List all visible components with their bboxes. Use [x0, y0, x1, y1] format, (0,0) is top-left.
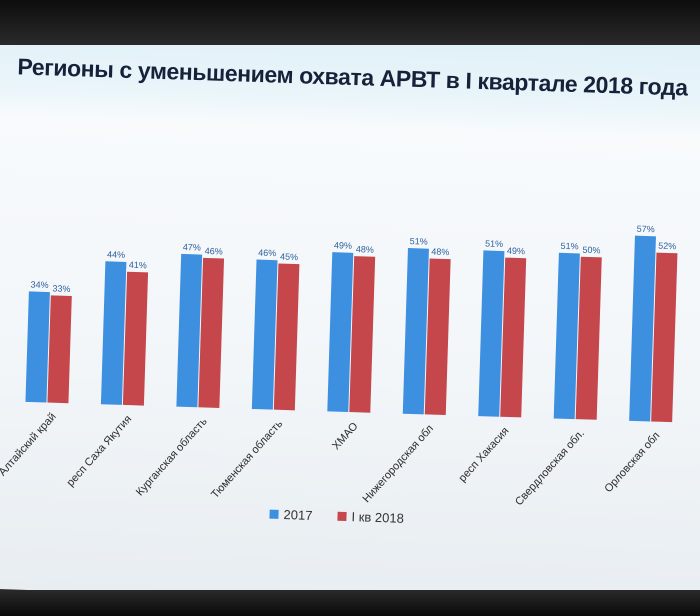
category-label: Орловская обл	[602, 430, 662, 495]
legend-label: 2017	[283, 507, 312, 523]
bar-series-b	[47, 295, 72, 404]
bar-series-a	[553, 252, 580, 420]
bar-series-b	[500, 257, 527, 418]
data-label: 49%	[507, 246, 525, 257]
category-label: Нижегородская обл	[361, 423, 437, 505]
bar-series-a	[629, 235, 656, 422]
data-label: 57%	[637, 224, 655, 235]
bar-series-a	[478, 250, 505, 417]
data-label: 51%	[485, 238, 503, 249]
data-label: 48%	[356, 244, 374, 255]
bar-series-b	[198, 257, 225, 408]
bar-series-b	[349, 256, 376, 413]
data-label: 52%	[658, 241, 676, 252]
data-label: 51%	[410, 236, 428, 247]
bar-series-a	[176, 253, 203, 408]
bar-series-a	[25, 291, 50, 403]
bar-series-b	[651, 252, 678, 423]
data-label: 34%	[30, 279, 48, 290]
data-label: 51%	[560, 241, 578, 252]
bar-series-a	[251, 259, 278, 410]
category-label: респ Саха Якутия	[65, 413, 135, 489]
legend-swatch	[337, 511, 347, 521]
data-label: 46%	[258, 248, 276, 259]
bar-series-b	[273, 263, 300, 411]
category-label: респ Хакасия	[457, 425, 512, 484]
data-label: 44%	[107, 249, 125, 260]
legend-swatch	[269, 509, 279, 519]
screen-bezel-top	[0, 0, 700, 45]
category-label: Курганская область	[134, 415, 210, 498]
data-label: 48%	[431, 247, 449, 258]
data-label: 33%	[52, 283, 70, 294]
legend-label: I кв 2018	[351, 509, 404, 526]
presentation-slide: Регионы с уменьшением охвата АРВТ в I кв…	[0, 18, 700, 612]
category-label: Свердловская обл.	[513, 427, 587, 508]
bar-chart: 34% 33% Алтайский край 44% 41% респ Саха Якут…	[0, 224, 678, 526]
data-label: 41%	[129, 260, 147, 271]
bar-series-b	[424, 258, 451, 416]
data-label: 46%	[205, 246, 223, 257]
screen-bezel-bottom	[0, 590, 700, 616]
data-label: 47%	[183, 242, 201, 253]
data-label: 49%	[334, 240, 352, 251]
category-label: Тюменская область	[209, 418, 285, 501]
bar-series-a	[327, 252, 354, 412]
bar-series-a	[100, 261, 127, 405]
bar-series-b	[575, 256, 602, 420]
bar-series-b	[122, 271, 149, 406]
bar-series-a	[402, 248, 429, 415]
data-label: 50%	[582, 245, 600, 256]
category-label: ХМАО	[330, 420, 361, 452]
category-label: Алтайский край	[0, 411, 59, 478]
data-label: 45%	[280, 252, 298, 263]
